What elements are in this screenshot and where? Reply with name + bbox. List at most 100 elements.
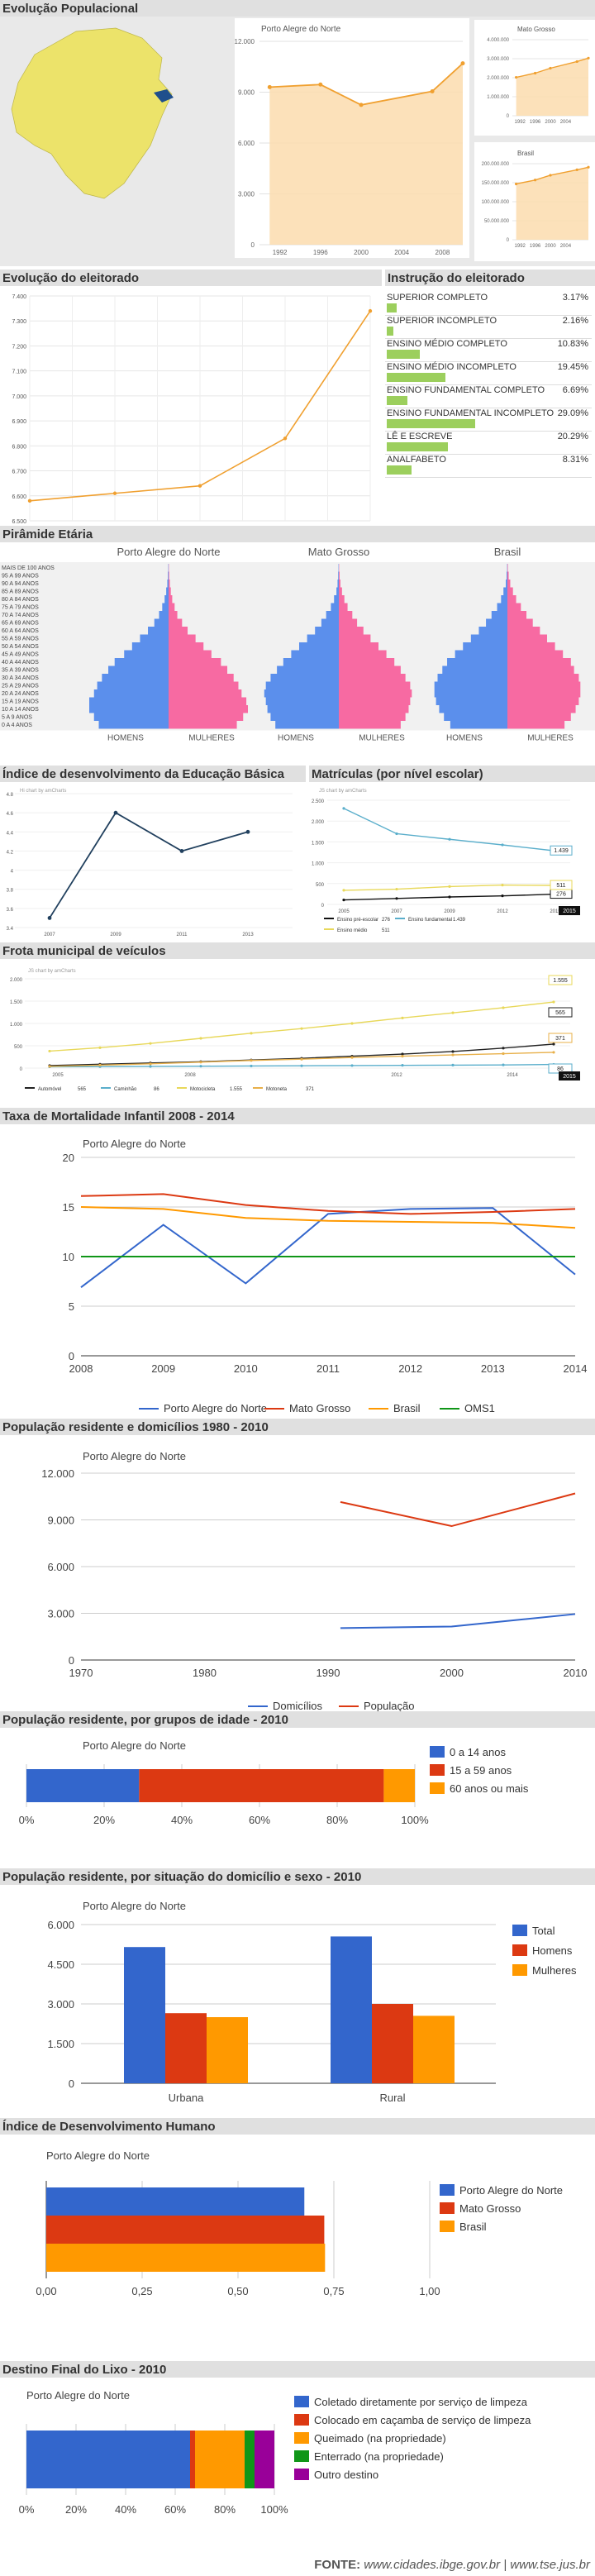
data-point [549,66,552,70]
male-bar [148,627,169,635]
legend-swatch [294,2450,309,2462]
female-bar [339,611,353,619]
chart-credit: Hi chart by amCharts [20,789,66,794]
education-label: LÊ E ESCREVE [387,432,453,441]
education-bar [387,327,393,336]
data-point [575,60,578,64]
data-point [149,1042,152,1045]
data-point [501,843,504,847]
x-tick-label: 1996 [530,120,541,125]
y-tick-label: 7.400 [12,294,26,300]
legend-label: Enterrado (na propriedade) [314,2450,444,2463]
data-point [48,1065,51,1068]
y-tick-label: 0 [69,1654,74,1667]
education-percent: 3.17% [562,293,588,303]
x-tick-label: 2013 [242,933,254,937]
education-row: ANALFABETO 8.31% [385,455,592,478]
row-divider [385,454,592,455]
y-tick-label: 6.000 [47,1561,74,1573]
area-fill [269,63,463,246]
y-tick-label: 1.500 [10,1000,23,1005]
male-bar [267,705,339,713]
data-point [401,1016,404,1019]
data-point [502,1006,505,1009]
y-tick-label: 2.500 [312,799,325,804]
y-tick-label: 0 [69,1350,74,1362]
y-tick-label: 100.000.000 [482,200,510,205]
legend-swatch [430,1764,445,1776]
age-label: 70 A 74 ANOS [2,613,39,618]
male-bar [166,587,169,595]
section-title: População residente, por grupos de idade… [0,1711,595,1728]
data-point [149,1065,152,1068]
x-tick-label: 1,00 [419,2285,440,2297]
resident-section: População residente e domicílios 1980 - … [0,1419,595,1715]
x-tick-label: 2011 [177,933,188,937]
x-tick-label: 0,50 [227,2285,248,2297]
male-bar [321,618,339,627]
female-bar [339,627,364,635]
y-tick-label: 1.500 [312,841,325,846]
legend-label: Ensino pré-escolar [337,918,378,923]
x-tick-label: 2008 [69,1362,93,1375]
data-point [515,182,518,186]
x-tick-label: 2010 [234,1362,258,1375]
education-label: SUPERIOR COMPLETO [387,293,488,303]
end-label: 371 [555,1036,565,1042]
y-tick-label: 4.6 [7,812,14,817]
y-tick-label: 1.000.000 [487,95,509,100]
y-tick-label: 3.000.000 [487,57,509,62]
data-point [448,895,451,899]
chart-title: Brasil [517,150,534,157]
female-bar [339,681,411,689]
age-label: 80 A 84 ANOS [2,597,39,603]
x-tick-label: 1992 [515,244,526,249]
female-bar [507,674,579,682]
electorate-chart: 7.400 7.300 7.200 7.100 7.000 6.900 6.800 6.700… [12,294,376,532]
female-bar [507,618,533,627]
male-bar [102,674,169,682]
row-divider [385,338,592,339]
footer-text: www.cidades.ibge.gov.br | www.tse.jus.br [364,2558,590,2572]
female-bar [169,658,221,666]
legend-label: Coletado diretamente por serviço de limp… [314,2396,528,2408]
data-point [199,1037,202,1040]
segment-bar [245,2431,255,2488]
y-tick-label: 0 [251,241,255,249]
y-tick-label: 4.2 [7,850,14,855]
source-footer: FONTE: www.cidades.ibge.gov.br | www.tse… [314,2558,590,2572]
legend-label: Motoneta [266,1087,288,1092]
x-tick-label: 2005 [52,1073,64,1078]
x-tick-label: 40% [171,1814,193,1826]
y-tick-label: 20 [63,1152,74,1164]
data-point [199,1061,202,1064]
education-bar [387,465,412,475]
education-bar [387,303,397,312]
female-bar [169,665,228,674]
female-bar [169,603,175,611]
legend-label: Brasil [459,2221,487,2233]
bar [165,2013,207,2083]
data-point [401,1064,404,1067]
y-tick-label: 7.200 [12,344,26,350]
age-label: 10 A 14 ANOS [2,707,39,713]
male-bar [326,611,339,619]
female-bar [507,627,540,635]
female-bar [507,713,571,721]
male-bar [264,689,339,698]
y-tick-label: 3.8 [7,889,14,894]
legend-swatch [430,1782,445,1794]
female-bar [339,658,395,666]
x-tick-label: 2009 [444,909,455,914]
male-bar [164,595,169,603]
y-tick-label: 4.8 [7,793,14,798]
male-bar [124,650,169,658]
data-point [395,897,398,900]
y-tick-label: 3.000 [47,1998,74,2011]
male-bar [334,595,339,603]
education-percent: 29.09% [557,408,588,418]
y-tick-label: 200.000.000 [482,162,510,167]
series-line [340,1492,576,1528]
education-label: ENSINO FUNDAMENTAL COMPLETO [387,385,545,395]
legend-value: 511 [382,928,390,933]
